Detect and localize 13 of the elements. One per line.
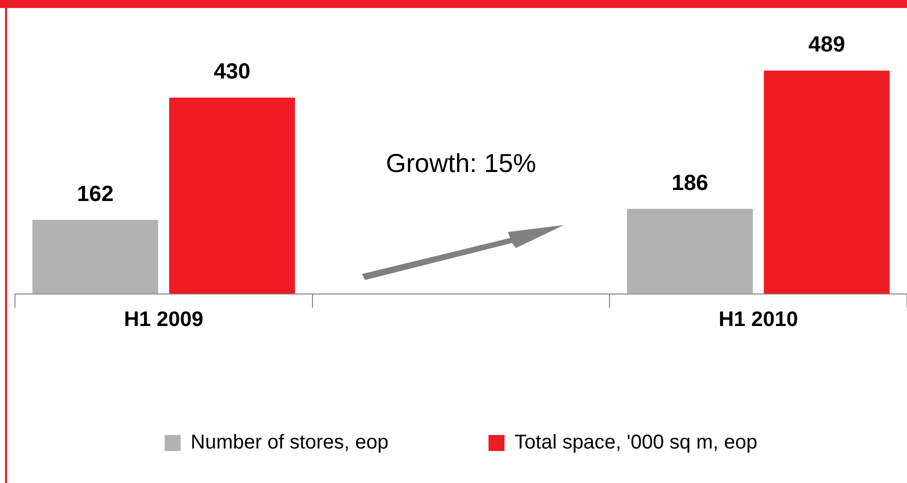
- bar: [32, 220, 158, 294]
- annotation: Growth: 15%: [386, 148, 536, 178]
- data-label: 430: [214, 58, 250, 84]
- data-label: 186: [672, 170, 708, 195]
- bar: [764, 70, 890, 294]
- data-label: 162: [76, 180, 114, 206]
- data-label: 489: [808, 32, 846, 57]
- legend-label: Total space, '000 sq m, eop: [514, 432, 758, 454]
- x-tick-label: H1 2009: [124, 308, 204, 332]
- legend-label: Number of stores, eop: [190, 432, 389, 454]
- x-tick-label: H1 2010: [718, 308, 798, 332]
- bar: [627, 208, 753, 294]
- bar: [169, 98, 295, 294]
